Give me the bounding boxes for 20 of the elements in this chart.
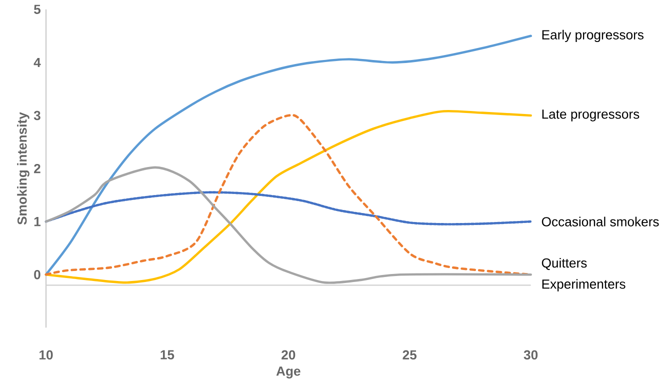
series-label: Experimenters <box>542 278 626 292</box>
x-tick-label: 15 <box>160 350 174 360</box>
series-label: Occasional smokers <box>542 216 659 226</box>
x-tick-label: 20 <box>282 350 296 360</box>
series-label: Early progressors <box>542 30 644 42</box>
y-tick-label: 5 <box>34 4 40 14</box>
y-tick-label: 0 <box>34 270 40 280</box>
y-axis-title: Smoking intensity <box>17 112 30 224</box>
x-tick-label: 10 <box>40 350 53 360</box>
line-series <box>44 166 532 284</box>
y-tick-label: 3 <box>34 110 40 120</box>
y-tick-label: 1 <box>34 216 40 226</box>
x-tick-label: 25 <box>402 350 417 360</box>
y-tick-label: 2 <box>34 164 40 173</box>
series-label: Late progressors <box>542 109 640 122</box>
x-tick-label: 30 <box>524 350 538 360</box>
x-axis-title: Age <box>276 366 300 378</box>
series-label: Quitters <box>542 258 587 270</box>
y-tick-label: 4 <box>34 58 41 67</box>
line-series <box>44 34 532 276</box>
